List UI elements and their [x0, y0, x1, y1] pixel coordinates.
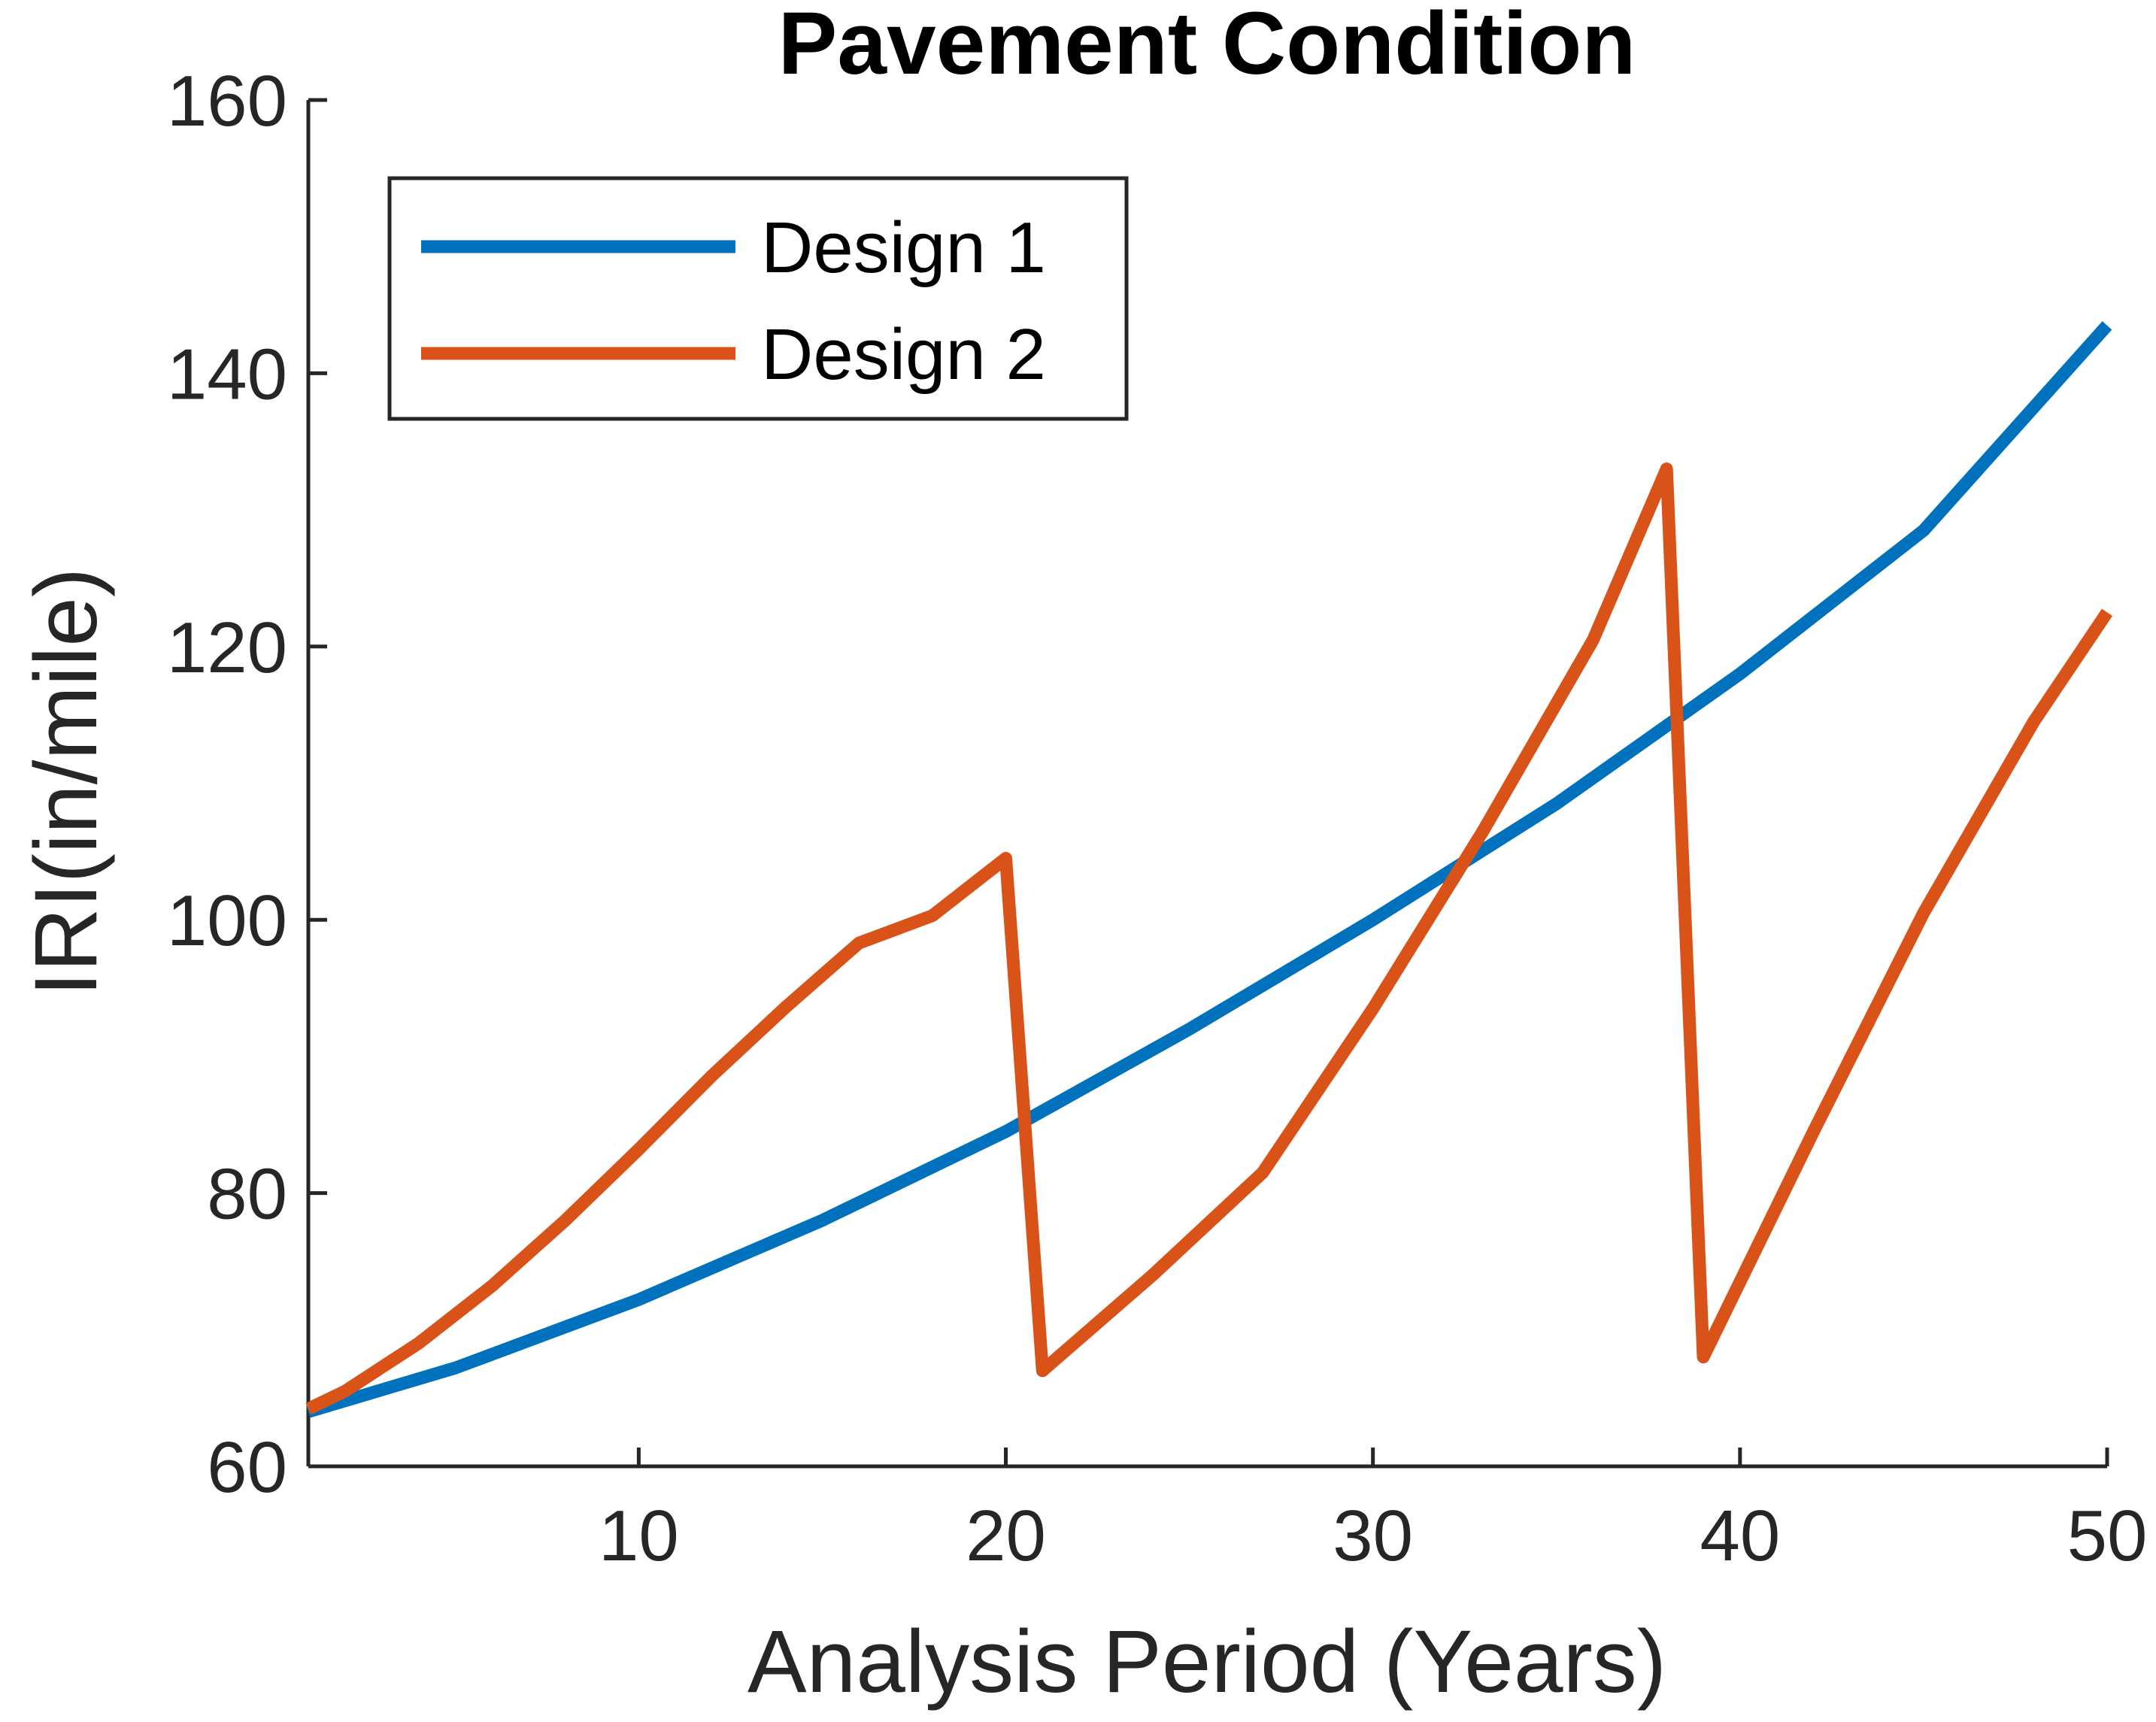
- x-tick-label: 40: [1700, 1496, 1780, 1576]
- legend-entries: Design 1 Design 2: [421, 208, 1046, 395]
- y-ticks: 60 80 100 120 140 160: [167, 61, 327, 1508]
- x-tick-label: 50: [2067, 1496, 2148, 1576]
- legend-label-1: Design 1: [761, 208, 1046, 288]
- series-lines: [305, 321, 2113, 1418]
- series-line-1: [306, 321, 2112, 1418]
- legend-box: [387, 176, 1129, 421]
- y-tick-label: 120: [167, 608, 287, 688]
- x-tick-label: 20: [966, 1496, 1046, 1576]
- y-tick-label: 100: [167, 881, 287, 961]
- y-tick-label: 160: [167, 61, 287, 141]
- axes: [306, 100, 2107, 1469]
- chart-title: Pavement Condition: [778, 0, 1636, 93]
- y-tick-label: 60: [207, 1427, 287, 1508]
- y-tick-label: 140: [167, 334, 287, 414]
- x-tick-label: 30: [1333, 1496, 1413, 1576]
- y-tick-label: 80: [207, 1154, 287, 1235]
- legend: Design 1 Design 2: [387, 176, 1129, 421]
- x-axis-label: Analysis Period (Years): [747, 1612, 1666, 1711]
- series-line-2: [305, 462, 2113, 1415]
- legend-label-2: Design 2: [761, 314, 1046, 395]
- x-tick-label: 10: [599, 1496, 679, 1576]
- y-axis-label: IRI(in/mile): [17, 568, 116, 996]
- x-ticks: 10 20 30 40 50: [599, 1448, 2147, 1576]
